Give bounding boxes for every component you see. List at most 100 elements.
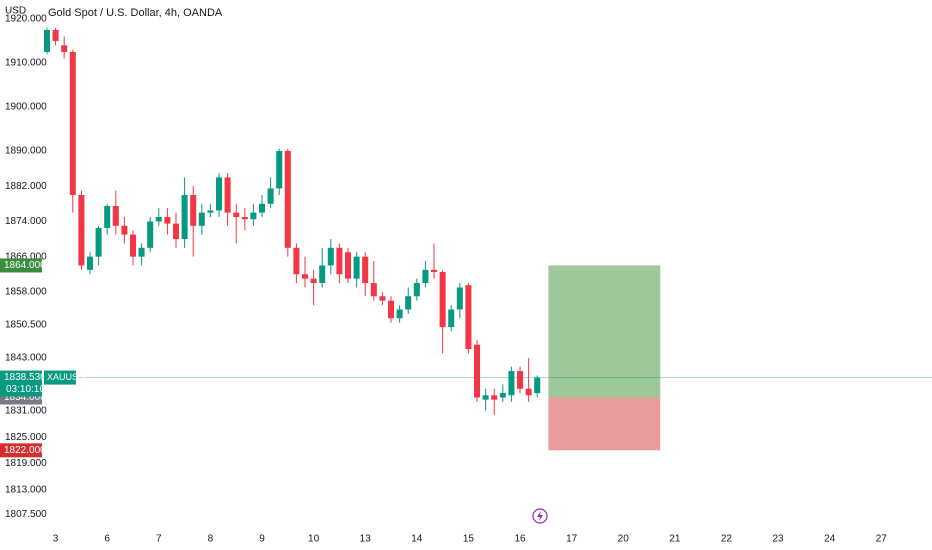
- candle-body: [224, 177, 231, 213]
- candle-body: [319, 265, 326, 284]
- candle-body: [293, 247, 300, 275]
- candle-body: [138, 247, 145, 257]
- price-badge-label: 1864.000: [4, 260, 46, 271]
- price-badge-label: 1834.000: [4, 392, 46, 403]
- y-tick-label: 1890.000: [5, 146, 47, 157]
- y-tick-label: 1882.000: [5, 181, 47, 192]
- candle-body: [241, 217, 248, 220]
- y-tick-label: 1900.000: [5, 102, 47, 113]
- candle-body: [198, 212, 205, 226]
- candle-body: [164, 217, 171, 224]
- candle-body: [310, 278, 317, 284]
- candle-body: [104, 206, 111, 229]
- profit-zone: [548, 265, 661, 398]
- y-tick-label: 1910.000: [5, 58, 47, 69]
- x-tick-label: 27: [876, 534, 888, 545]
- candle-body: [190, 195, 197, 226]
- candle-body: [439, 272, 446, 328]
- candle-body: [456, 287, 463, 310]
- candle-body: [525, 388, 532, 396]
- candle-body: [276, 150, 283, 189]
- x-tick-label: 6: [104, 534, 110, 545]
- candle-body: [258, 203, 266, 213]
- y-tick-label: 1813.000: [5, 485, 47, 496]
- candle-body: [345, 252, 352, 279]
- y-tick-label: 1874.000: [5, 216, 47, 227]
- candle-body: [250, 212, 257, 220]
- candle-body: [172, 223, 180, 240]
- candle-body: [207, 210, 214, 213]
- replay-icon[interactable]: [532, 508, 548, 524]
- y-axis-label: USD: [5, 6, 26, 17]
- y-tick-label: 1807.500: [5, 509, 47, 520]
- y-tick-label: 1858.000: [5, 286, 47, 297]
- candle-body: [112, 206, 119, 226]
- x-tick-label: 23: [772, 534, 784, 545]
- x-tick-label: 24: [824, 534, 836, 545]
- chart-title: Gold Spot / U.S. Dollar, 4h, OANDA: [48, 7, 223, 19]
- y-tick-label: 1920.000: [5, 14, 47, 25]
- current-price-label: 1838.530: [4, 372, 46, 383]
- x-tick-label: 22: [721, 534, 733, 545]
- candle-body: [491, 395, 498, 400]
- candle-body: [508, 371, 515, 396]
- loss-zone: [548, 397, 661, 451]
- countdown-label: 03:10:16: [6, 384, 45, 395]
- x-tick-label: 17: [566, 534, 578, 545]
- x-tick-label: 9: [259, 534, 265, 545]
- candle-body: [379, 296, 386, 301]
- candle-body: [69, 51, 76, 196]
- candle-body: [422, 269, 429, 284]
- y-tick-label: 1843.000: [5, 353, 47, 364]
- y-tick-label: 1819.000: [5, 458, 47, 469]
- candle-body: [534, 377, 541, 394]
- candle-body: [431, 269, 438, 273]
- x-tick-label: 14: [411, 534, 423, 545]
- candle-body: [465, 285, 472, 350]
- candle-body: [482, 395, 489, 400]
- x-tick-label: 15: [463, 534, 475, 545]
- y-tick-label: 1831.000: [5, 405, 47, 416]
- candle-body: [370, 283, 377, 297]
- candle-body: [147, 221, 154, 248]
- candle-body: [121, 225, 128, 235]
- candle-body: [78, 195, 85, 266]
- candle-body: [301, 274, 309, 279]
- candle-body: [499, 393, 506, 398]
- y-tick-label: 1866.000: [5, 251, 47, 262]
- candle-body: [327, 247, 334, 266]
- candle-body: [396, 309, 403, 319]
- candle-body: [474, 344, 481, 398]
- price-badge: [0, 443, 42, 458]
- candle-body: [43, 29, 50, 52]
- x-tick-label: 7: [156, 534, 162, 545]
- candle-body: [181, 195, 188, 240]
- candle-body: [353, 256, 360, 279]
- x-tick-label: 3: [53, 534, 59, 545]
- candle-body: [86, 256, 94, 270]
- candle-body: [155, 217, 162, 222]
- price-badge: [0, 258, 42, 273]
- candle-body: [61, 45, 68, 52]
- x-tick-label: 10: [308, 534, 320, 545]
- candle-body: [517, 371, 524, 389]
- candle-body: [336, 247, 343, 275]
- candle-body: [284, 150, 291, 248]
- x-tick-label: 13: [360, 534, 372, 545]
- candle-body: [215, 177, 223, 211]
- y-tick-label: 1850.500: [5, 320, 47, 331]
- symbol-badge: [44, 370, 76, 385]
- candle-body: [405, 296, 412, 310]
- symbol-label: XAUUSD: [47, 372, 85, 382]
- current-price-badge: [0, 370, 42, 397]
- candle-body: [95, 228, 102, 257]
- candle-body: [233, 212, 240, 218]
- candle-body: [52, 29, 59, 41]
- candle-body: [413, 283, 420, 297]
- candle-body: [267, 188, 274, 204]
- x-tick-label: 21: [669, 534, 681, 545]
- candle-body: [388, 300, 395, 319]
- candle-body: [362, 256, 369, 284]
